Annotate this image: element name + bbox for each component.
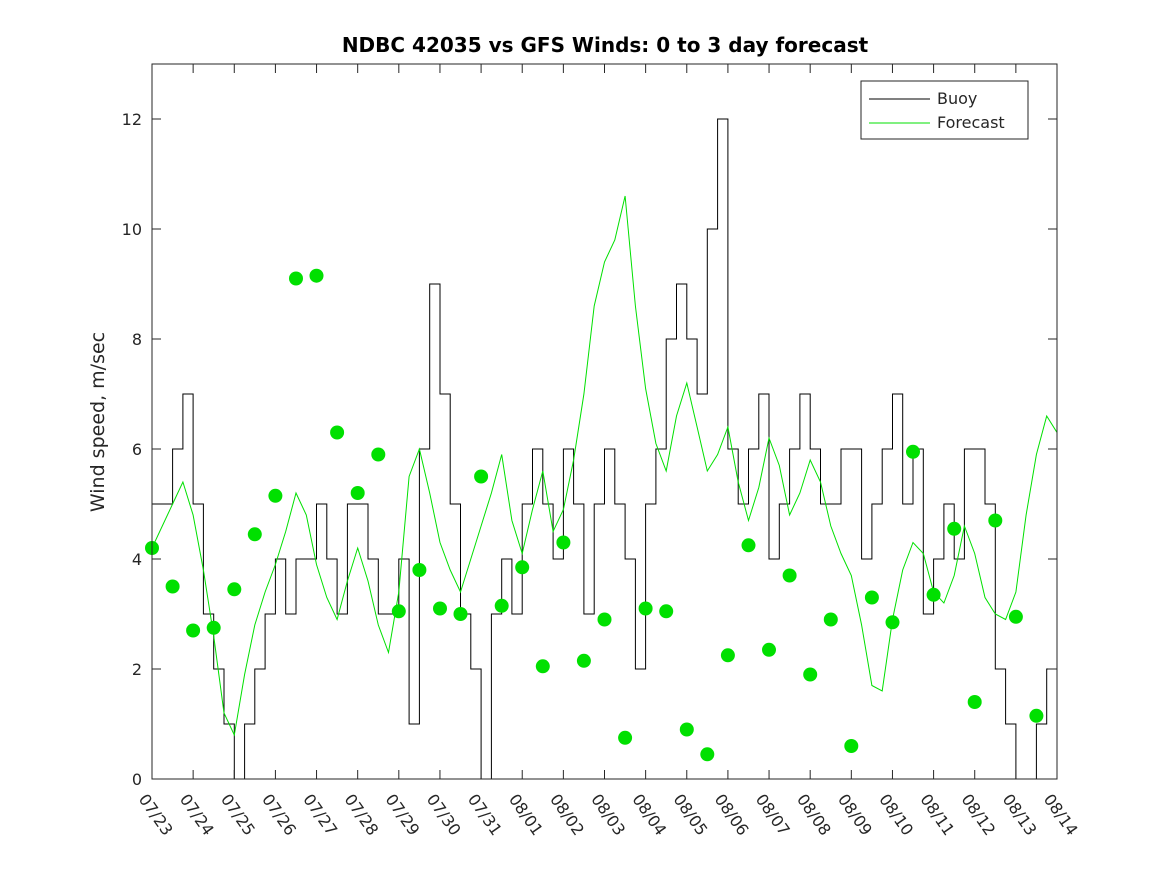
forecast-marker bbox=[618, 730, 633, 745]
forecast-marker bbox=[433, 601, 447, 616]
forecast-marker bbox=[741, 538, 756, 553]
series-forecast-line bbox=[152, 195, 1057, 737]
forecast-marker bbox=[906, 444, 920, 459]
series-group bbox=[152, 118, 1057, 779]
y-tick-label: 8 bbox=[132, 330, 142, 349]
forecast-marker bbox=[1008, 609, 1023, 624]
y-tick-label: 6 bbox=[132, 440, 142, 459]
forecast-marker bbox=[864, 590, 879, 605]
forecast-marker bbox=[823, 612, 838, 627]
forecast-marker bbox=[659, 604, 674, 619]
forecast-marker bbox=[453, 607, 468, 621]
forecast-marker bbox=[330, 425, 345, 440]
forecast-marker bbox=[782, 568, 797, 583]
forecast-marker bbox=[391, 604, 406, 619]
y-axis-label: Wind speed, m/sec bbox=[87, 332, 109, 512]
forecast-marker bbox=[1029, 708, 1044, 723]
forecast-marker bbox=[947, 521, 962, 536]
y-tick-label: 2 bbox=[132, 660, 142, 679]
y-tick-label: 4 bbox=[132, 550, 142, 569]
forecast-marker bbox=[844, 739, 859, 753]
forecast-marker bbox=[186, 623, 201, 638]
forecast-marker bbox=[227, 582, 242, 597]
legend: Buoy Forecast bbox=[860, 80, 1029, 140]
y-tick-label: 12 bbox=[122, 110, 142, 129]
forecast-marker bbox=[289, 271, 303, 286]
forecast-marker bbox=[885, 615, 900, 630]
forecast-marker bbox=[309, 268, 324, 283]
forecast-marker bbox=[576, 653, 591, 668]
forecast-marker bbox=[515, 560, 530, 575]
forecast-marker bbox=[206, 620, 221, 635]
forecast-marker bbox=[268, 488, 283, 503]
forecast-marker bbox=[988, 513, 1003, 528]
forecast-marker bbox=[350, 486, 365, 500]
forecast-marker bbox=[720, 648, 735, 663]
forecast-marker bbox=[679, 722, 694, 737]
forecast-marker bbox=[535, 659, 550, 674]
y-tick-label: 0 bbox=[132, 770, 142, 789]
legend-buoy-label: Buoy bbox=[937, 89, 977, 108]
forecast-marker bbox=[700, 747, 715, 762]
plot-area bbox=[145, 118, 1057, 779]
forecast-marker bbox=[371, 447, 386, 462]
forecast-marker bbox=[638, 601, 653, 616]
forecast-marker bbox=[967, 695, 982, 709]
forecast-marker bbox=[597, 612, 612, 627]
series-buoy-line bbox=[152, 118, 1057, 779]
chart-title: NDBC 42035 vs GFS Winds: 0 to 3 day fore… bbox=[342, 33, 869, 57]
forecast-marker bbox=[165, 579, 180, 594]
forecast-marker bbox=[494, 598, 509, 613]
forecast-marker bbox=[762, 642, 776, 657]
legend-box bbox=[860, 80, 1029, 140]
y-tick-label: 10 bbox=[122, 220, 142, 239]
forecast-marker bbox=[556, 535, 571, 550]
forecast-marker bbox=[474, 469, 489, 484]
forecast-marker bbox=[412, 563, 427, 577]
forecast-marker bbox=[247, 527, 262, 542]
legend-forecast-label: Forecast bbox=[937, 113, 1005, 132]
forecast-marker bbox=[803, 667, 818, 682]
forecast-marker bbox=[926, 587, 941, 602]
